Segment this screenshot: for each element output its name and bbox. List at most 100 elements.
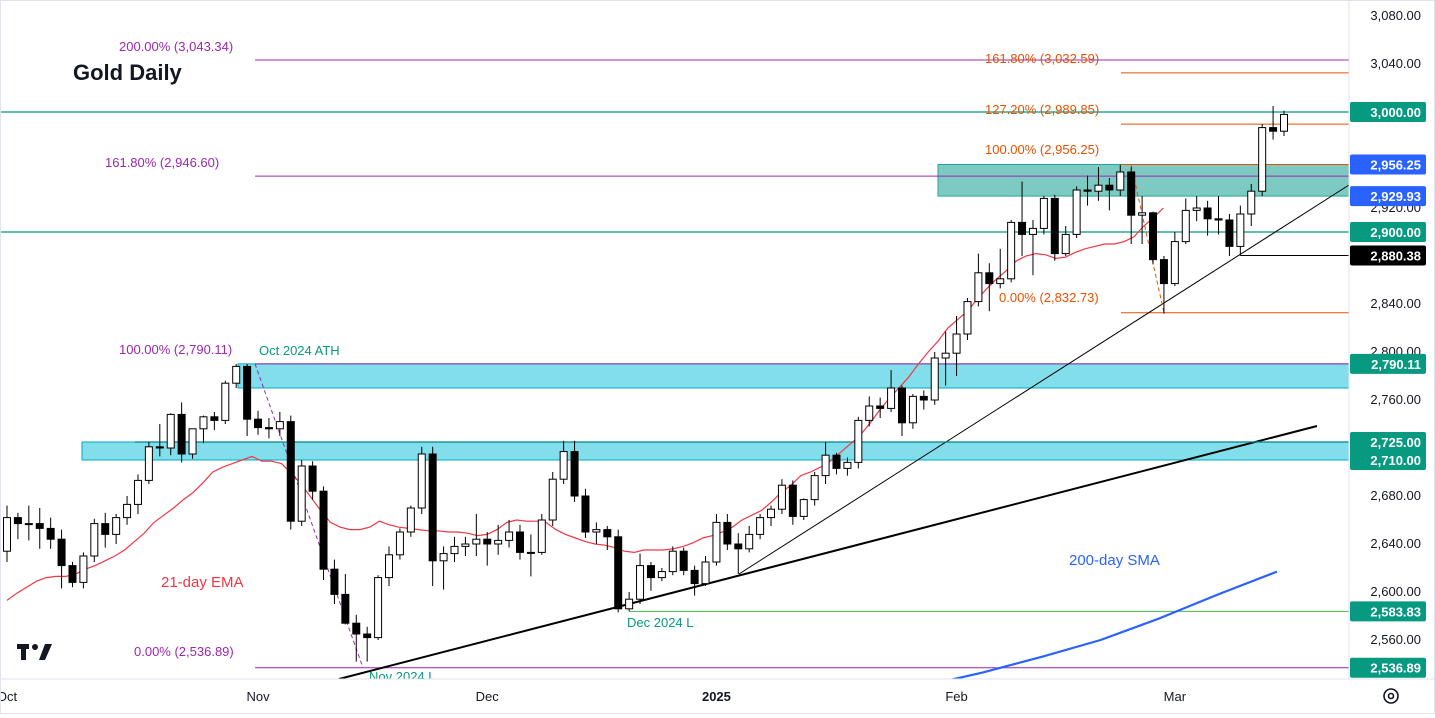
candle-up <box>701 561 710 585</box>
price-tag-bg <box>1350 245 1426 266</box>
price-tag-bg <box>1350 222 1426 242</box>
horizontal-lines-layer <box>1 59 1349 669</box>
candle-down <box>363 633 372 639</box>
price-tag-text: 3,000.00 <box>1370 105 1421 120</box>
candle-up <box>941 352 950 359</box>
candle-up <box>24 523 33 526</box>
candle-up <box>199 416 208 430</box>
zone-rect <box>937 164 1350 197</box>
x-tick-label: Feb <box>945 689 967 704</box>
candle-up <box>854 419 863 463</box>
y-tick-label: 2,600.00 <box>1370 584 1421 599</box>
candle-up <box>1072 189 1081 235</box>
candle-up <box>1094 184 1103 192</box>
candle-down <box>570 451 579 497</box>
candle-down <box>788 484 797 517</box>
candle-up <box>799 499 808 517</box>
candle-up <box>79 555 88 583</box>
trendline-short <box>738 184 1350 575</box>
fib1-0-label: 0.00% (2,536.89) <box>134 644 234 659</box>
fib2-swing-line <box>1130 164 1165 313</box>
candle-down <box>483 538 492 545</box>
candle-up <box>908 395 917 424</box>
price-tag-bg <box>1350 657 1426 678</box>
candle-up <box>221 382 230 421</box>
candle-down <box>286 421 295 522</box>
candle-down <box>254 418 263 429</box>
candle-down <box>243 365 252 420</box>
time-axis[interactable] <box>1 679 1349 713</box>
dec-low-label: Dec 2024 L <box>627 615 694 630</box>
price-tag-bg <box>1350 102 1426 122</box>
price-tags: 3,000.00 2,956.25 2,929.93 2,900.00 2,880.38… <box>1350 102 1426 678</box>
candle-up <box>188 428 197 455</box>
candle-down <box>603 529 612 538</box>
candle-up <box>777 484 786 510</box>
candle-up <box>843 461 852 469</box>
candle-up <box>745 533 754 550</box>
trendlines-layer <box>135 184 1350 680</box>
candle-up <box>636 565 645 600</box>
candle-up <box>112 517 121 535</box>
x-tick-label: Nov <box>246 689 270 704</box>
candle-up <box>395 531 404 556</box>
candle-down <box>177 413 186 455</box>
candle-up <box>963 301 972 335</box>
candle-down <box>101 523 110 535</box>
candle-down <box>46 527 55 540</box>
candle-up <box>559 451 568 480</box>
candle-up <box>1170 241 1179 285</box>
y-tick-label: 3,080.00 <box>1370 8 1421 23</box>
candle-up <box>275 421 284 430</box>
price-tag-bg <box>1350 601 1426 622</box>
ema21-line <box>6 207 1164 601</box>
tradingview-logo-icon[interactable] <box>17 644 52 660</box>
candle-up <box>668 550 677 573</box>
x-tick-label: Mar <box>1164 689 1187 704</box>
candle-down <box>1149 212 1158 261</box>
candle-down <box>319 490 328 570</box>
candle-up <box>756 517 765 535</box>
candle-up <box>865 405 874 421</box>
candle-down <box>264 427 273 430</box>
candle-up <box>821 454 830 477</box>
y-tick-label: 2,840.00 <box>1370 296 1421 311</box>
sma-label: 200-day SMA <box>1069 552 1160 569</box>
price-tag-text: 2,710.00 <box>1370 453 1421 468</box>
fib1-200-label: 200.00% (3,043.34) <box>119 39 233 54</box>
price-tag: 2,929.93 <box>1350 186 1426 207</box>
x-tick-label: Oct <box>1 689 17 704</box>
trendline-long <box>338 425 1318 680</box>
candle-down <box>155 446 164 449</box>
candle-down <box>330 568 339 595</box>
candle-up <box>406 507 415 533</box>
price-tag-bg <box>1350 353 1426 374</box>
candle-down <box>13 517 22 525</box>
price-tag: 2,725.00 <box>1350 432 1426 452</box>
y-tick-label: 2,680.00 <box>1370 488 1421 503</box>
candle-up <box>887 387 896 409</box>
candle-down <box>581 495 590 533</box>
price-tag-text: 2,790.11 <box>1371 357 1421 372</box>
candle-down <box>723 521 732 545</box>
candle-up <box>297 465 306 522</box>
price-tag-text: 2,583.83 <box>1370 604 1421 619</box>
candle-down <box>832 454 841 469</box>
candle-up <box>123 503 132 519</box>
candle-up <box>1192 207 1201 211</box>
candle-up <box>767 508 776 519</box>
gear-icon[interactable] <box>1383 688 1399 704</box>
zone-rect <box>237 363 1350 389</box>
x-tick-label: 2025 <box>702 689 731 704</box>
price-tag: 2,710.00 <box>1350 450 1426 470</box>
candle-up <box>1258 127 1267 192</box>
y-tick-label: 2,560.00 <box>1370 632 1421 647</box>
price-tag: 3,000.00 <box>1350 102 1426 122</box>
chart-title: Gold Daily <box>73 60 183 85</box>
candle-up <box>1007 221 1016 280</box>
fib2-0-label: 0.00% (2,832.73) <box>999 290 1099 305</box>
fib1-100-label: 100.00% (2,790.11) <box>119 342 232 357</box>
candle-down <box>614 536 623 610</box>
